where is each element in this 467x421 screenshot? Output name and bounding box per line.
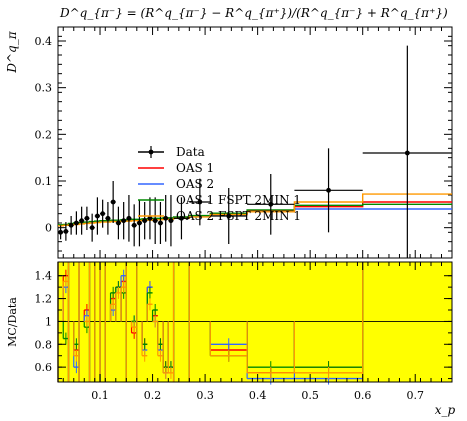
data-point [126, 215, 132, 221]
data-point [168, 218, 174, 224]
ratio-y-tick-label: 0.8 [35, 338, 53, 351]
data-point [163, 215, 169, 221]
data-point [121, 218, 127, 224]
data-point [58, 229, 64, 235]
legend-label-0: Data [176, 145, 205, 159]
x-tick-label: 0.3 [196, 389, 214, 402]
main-frame [57, 26, 453, 259]
data-point [147, 215, 153, 221]
x-tick-label: 0.1 [91, 389, 109, 402]
data-point [404, 150, 410, 156]
y-tick-label: 0 [45, 222, 52, 235]
x-axis-label: x_p [435, 403, 456, 417]
data-point [158, 220, 163, 226]
data-point [326, 187, 331, 193]
data-point [84, 215, 90, 221]
ratio-y-tick-label: 1 [45, 315, 52, 328]
x-tick-label: 0.2 [144, 389, 162, 402]
data-point [89, 225, 95, 231]
x-tick-label: 0.4 [249, 389, 267, 402]
ratio-y-tick-label: 1.4 [35, 270, 53, 283]
x-tick-label: 0.6 [354, 389, 372, 402]
x-tick-label: 0.5 [301, 389, 319, 402]
data-point [197, 199, 203, 205]
y-tick-label: 0.1 [35, 175, 53, 188]
ratio-data-band [58, 262, 452, 382]
data-point [105, 215, 111, 221]
data-point [179, 215, 184, 221]
data-point [131, 222, 137, 228]
data-point [79, 218, 85, 224]
x-tick-label: 0.7 [406, 389, 424, 402]
legend-label-1: OAS 1 [176, 161, 214, 175]
data-point [226, 213, 232, 219]
data-point [95, 213, 100, 219]
data-point [68, 222, 74, 228]
data-point [137, 220, 142, 226]
ratio-frame [57, 261, 453, 383]
data-point [100, 211, 106, 217]
y-tick-label: 0.2 [35, 128, 53, 141]
data-point [152, 218, 158, 224]
legend-label-3: OAS 1 FSPT 2MIN 1 [176, 193, 301, 207]
y-tick-label: 0.3 [35, 82, 53, 95]
data-point [142, 218, 148, 224]
legend-data-marker [148, 149, 154, 155]
y-axis-label: D^q_π [5, 30, 19, 73]
legend-label-4: OAS 2 FSPT 2MIN 1 [176, 209, 301, 223]
data-point [73, 220, 79, 226]
data-point [110, 199, 116, 205]
ratio-y-tick-label: 1.2 [35, 293, 53, 306]
ratio-y-tick-label: 0.6 [35, 361, 53, 374]
y-tick-label: 0.4 [35, 35, 53, 48]
chart-title: D^q_{π⁻} = (R^q_{π⁻} − R^q_{π⁺})/(R^q_{π… [59, 6, 448, 20]
data-point [268, 201, 274, 207]
series-line-3 [58, 193, 452, 227]
data-point [63, 229, 69, 234]
ratio-y-label: MC/Data [6, 297, 19, 347]
legend-label-2: OAS 2 [176, 177, 214, 191]
data-point [116, 220, 121, 226]
